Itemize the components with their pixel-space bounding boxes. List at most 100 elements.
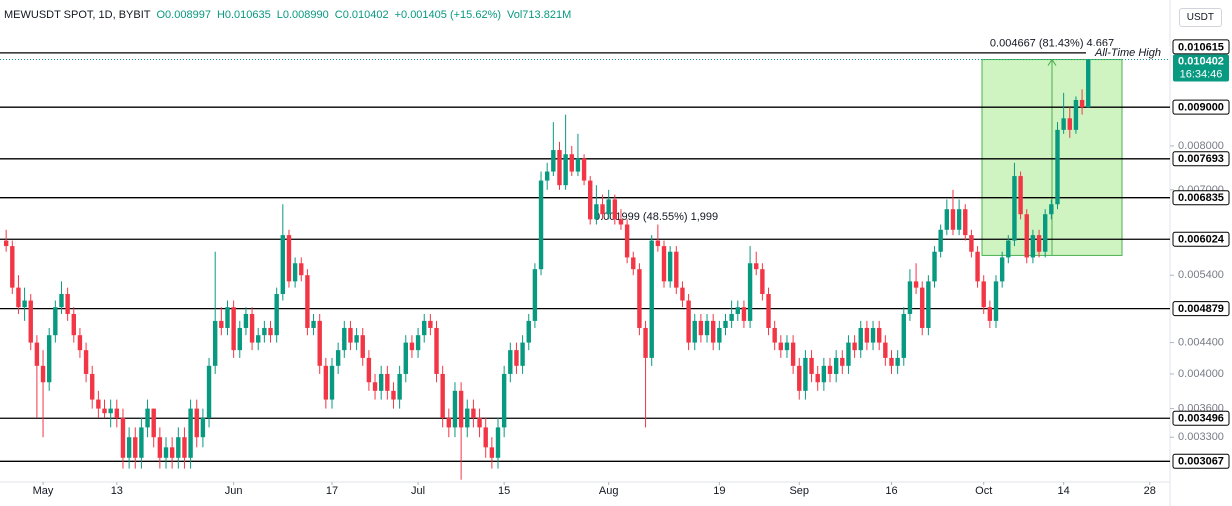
candle-body xyxy=(360,335,365,358)
x-tick-label: Sep xyxy=(789,485,809,497)
countdown-label: 16:34:46 xyxy=(1180,68,1223,80)
candle-body xyxy=(46,335,52,383)
candle-body xyxy=(182,437,187,458)
candle-body xyxy=(674,251,679,288)
x-tick-label: 19 xyxy=(713,485,725,497)
candle-body xyxy=(323,365,329,400)
symbol-title: MEWUSDT SPOT, 1D, BYBIT xyxy=(4,9,151,21)
candle-body xyxy=(243,313,249,328)
candle-body xyxy=(1079,99,1085,108)
candle-body xyxy=(200,417,206,438)
candle-body xyxy=(969,235,974,252)
candle-body xyxy=(256,335,261,343)
candle-body xyxy=(852,342,857,351)
candle-body xyxy=(366,357,372,383)
candle-body xyxy=(1006,240,1011,258)
last-price-box xyxy=(1173,54,1229,82)
ath-label: All-Time High xyxy=(1094,47,1161,59)
candle-body xyxy=(876,327,882,343)
candle-body xyxy=(108,408,113,414)
candle-body xyxy=(508,350,513,374)
candle-body xyxy=(77,335,83,351)
candle-body xyxy=(932,251,937,282)
candle-body xyxy=(551,150,556,172)
candle-body xyxy=(415,335,421,351)
x-tick-label: 28 xyxy=(1144,485,1156,497)
candle-body xyxy=(766,294,771,328)
candle-body xyxy=(114,408,120,418)
candle-body xyxy=(692,320,697,343)
candle-body xyxy=(594,204,599,220)
candle-body xyxy=(999,257,1005,282)
candle-body xyxy=(176,437,181,458)
candle-body xyxy=(317,320,322,366)
level-label: 0.004879 xyxy=(1178,303,1224,315)
level-label-box xyxy=(1172,301,1230,317)
candle-body xyxy=(157,437,163,458)
candle-body xyxy=(520,342,525,366)
candle-body xyxy=(34,342,40,366)
level-label-box xyxy=(1172,151,1230,167)
candle-body xyxy=(833,357,839,374)
x-tick-label: 14 xyxy=(1058,485,1070,497)
candle-body xyxy=(403,342,408,374)
candle-body xyxy=(53,307,58,336)
candle-body xyxy=(446,417,452,428)
candle-body xyxy=(661,246,667,282)
measure-label: 0.004667 (81.43%) 4,667 xyxy=(990,37,1114,49)
x-tick-label: 13 xyxy=(111,485,123,497)
level-label: 0.003496 xyxy=(1178,413,1224,425)
candle-body xyxy=(544,171,550,181)
candle-body xyxy=(649,240,654,358)
candle-body xyxy=(274,294,279,336)
candle-body xyxy=(858,327,863,351)
candle-body xyxy=(268,327,273,336)
level-label: 0.006024 xyxy=(1178,234,1225,246)
candle-body xyxy=(120,417,126,458)
candle-body xyxy=(28,300,33,343)
candle-body xyxy=(83,350,89,374)
level-label-box xyxy=(1172,190,1230,206)
candle-body xyxy=(754,263,759,270)
candle-body xyxy=(563,154,568,186)
level-label-box xyxy=(1172,99,1230,115)
x-tick-label: 16 xyxy=(885,485,897,497)
candle-body xyxy=(1024,214,1029,258)
candle-body xyxy=(735,307,740,314)
candle-body xyxy=(354,335,359,343)
candle-body xyxy=(102,408,107,414)
candle-body xyxy=(1018,176,1023,215)
candle-body xyxy=(532,269,538,321)
candle-body xyxy=(840,357,845,366)
x-tick-label: 15 xyxy=(498,485,510,497)
candle-body xyxy=(667,251,673,282)
level-label-box xyxy=(1172,39,1230,55)
x-tick-label: Aug xyxy=(599,485,619,497)
candle-body xyxy=(624,224,630,258)
candle-body xyxy=(1061,118,1066,130)
candle-body xyxy=(280,235,286,295)
candle-body xyxy=(225,307,230,328)
candle-body xyxy=(907,281,913,314)
candle-body xyxy=(821,365,827,383)
level-label-box xyxy=(1172,453,1230,469)
candle-body xyxy=(846,342,851,366)
candle-body xyxy=(378,373,384,391)
candle-body xyxy=(219,320,224,328)
y-tick-label: 0.003300 xyxy=(1178,431,1224,443)
candle-body xyxy=(212,320,218,366)
candle-body xyxy=(465,408,470,428)
level-label: 0.010615 xyxy=(1178,41,1224,53)
candle-body xyxy=(501,373,507,428)
candle-body xyxy=(950,209,956,230)
header-stat: L0.008990 xyxy=(276,9,329,21)
candle-body xyxy=(90,373,95,400)
candle-body xyxy=(1073,99,1079,130)
level-label-box xyxy=(1172,410,1230,426)
currency-button[interactable]: USDT xyxy=(1178,8,1222,27)
level-label: 0.009000 xyxy=(1178,102,1224,114)
candle-body xyxy=(372,382,378,391)
candle-body xyxy=(618,219,624,225)
candle-body xyxy=(249,313,255,343)
